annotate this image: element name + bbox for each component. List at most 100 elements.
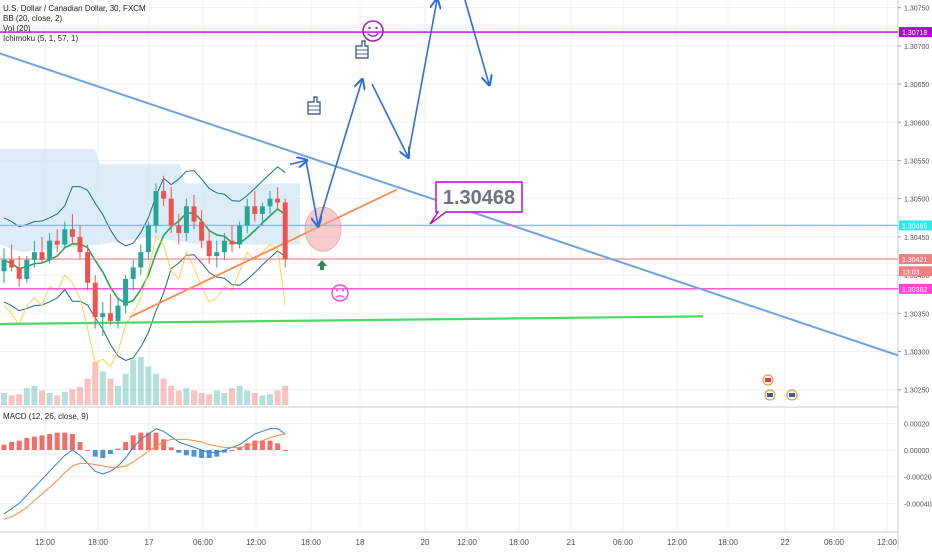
- candle-body-18: [138, 252, 144, 268]
- macd-hist-bar-5: [39, 435, 45, 450]
- legend-bb: BB (20, close, 2): [3, 14, 63, 23]
- macd-hist-bar-32: [244, 443, 250, 450]
- macd-hist-bar-25: [191, 450, 197, 457]
- candle-body-16: [123, 278, 129, 306]
- arrow-up-first: [317, 80, 362, 226]
- candle-body-1: [9, 259, 15, 268]
- signal-line: [3, 433, 286, 520]
- candle-body-3: [24, 259, 30, 279]
- y-tick-label-8: 1.30350: [904, 311, 929, 318]
- macd-hist-bar-18: [138, 432, 144, 450]
- volume-bar-9: [69, 389, 76, 405]
- candle-body-7: [54, 240, 60, 245]
- event-flag-icon-us-2[interactable]: [786, 389, 798, 401]
- candle-body-14: [107, 313, 113, 321]
- price-label-2: 1.30421: [902, 257, 927, 264]
- volume-bar-31: [236, 385, 243, 405]
- candle-body-11: [85, 252, 91, 283]
- price-label-1: 1.30465: [902, 223, 927, 230]
- macd-y-tick-label-3: -0.00040: [904, 501, 932, 508]
- macd-hist-bar-15: [115, 448, 121, 450]
- candle-body-26: [199, 221, 205, 241]
- volume-bar-37: [282, 385, 289, 405]
- y-tick-label-10: 1.30250: [904, 388, 929, 395]
- volume-bar-33: [251, 393, 258, 405]
- volume-bar-30: [229, 388, 235, 405]
- volume-bar-7: [54, 395, 61, 405]
- candle-body-10: [77, 236, 83, 253]
- volume-bar-20: [153, 373, 159, 405]
- candle-body-23: [176, 225, 182, 234]
- highlight-circle: [304, 206, 342, 252]
- candle-body-5: [39, 252, 45, 260]
- x-tick-label-15: 06:00: [824, 538, 845, 547]
- candle-body-12: [92, 282, 98, 318]
- volume-bar-0: [1, 393, 7, 405]
- macd-hist-bar-22: [168, 447, 174, 450]
- x-tick-label-9: 18:00: [509, 538, 530, 547]
- candle-body-25: [191, 206, 197, 222]
- candle-body-19: [145, 225, 151, 253]
- arrow-pullback: [371, 83, 408, 157]
- macd-hist-bar-6: [47, 434, 53, 450]
- volume-bar-24: [183, 388, 190, 405]
- grid: [0, 0, 899, 550]
- macd-y-tick-label-0: 0.00020: [904, 421, 929, 428]
- macd-hist-bar-2: [16, 440, 22, 450]
- event-flag-icon-us[interactable]: [764, 389, 776, 401]
- price-label-box-4: [899, 283, 932, 294]
- x-tick-label-6: 18: [356, 538, 365, 547]
- macd-hist-bar-30: [229, 450, 235, 451]
- macd-hist-bar-23: [176, 450, 182, 453]
- volume-bar-21: [160, 378, 167, 405]
- volume-bar-5: [39, 390, 45, 405]
- macd-legend: MACD (12, 26, close, 9): [3, 412, 89, 421]
- price-label-4: 1.30382: [902, 287, 927, 294]
- volume-bar-1: [8, 395, 15, 405]
- volume-bar-23: [175, 390, 182, 405]
- macd-hist-bar-4: [31, 436, 37, 450]
- x-tick-label-8: 12:00: [457, 538, 478, 547]
- candle-body-37: [282, 202, 288, 260]
- x-tick-label-3: 06:00: [193, 538, 214, 547]
- macd-hist-bar-17: [130, 435, 136, 450]
- x-tick-label-14: 22: [781, 538, 790, 547]
- x-tick-label-16: 12:00: [877, 538, 898, 547]
- macd-y-tick-label-2: -0.00020: [904, 475, 932, 482]
- volume-bar-34: [259, 395, 266, 405]
- legend-symbol: U.S. Dollar / Canadian Dollar, 30, FXCM: [3, 4, 146, 13]
- macd-hist-bar-16: [123, 442, 129, 450]
- macd-hist-bar-7: [54, 432, 60, 450]
- candle-body-0: [1, 259, 7, 272]
- event-flag-icon-ca[interactable]: [762, 374, 774, 386]
- price-label-box-0: [899, 27, 932, 38]
- volume-bar-14: [107, 378, 114, 405]
- candle-body-4: [31, 252, 37, 260]
- candle-body-8: [62, 229, 68, 245]
- volume-bar-10: [77, 387, 83, 405]
- horizontal-levels: [0, 31, 898, 290]
- volume-bar-32: [244, 390, 251, 405]
- macd-hist-bar-9: [69, 434, 75, 450]
- macd-hist-bar-0: [1, 444, 7, 450]
- axes: 1.30750 1.30700 1.30650 1.30600 1.30550 1.305…: [35, 6, 932, 547]
- main-legend: U.S. Dollar / Canadian Dollar, 30, FXCM …: [3, 4, 146, 44]
- candle-body-2: [16, 267, 22, 279]
- y-tick-label-1: 1.30700: [904, 44, 929, 51]
- price-callout[interactable]: 1.30468: [429, 181, 523, 225]
- x-tick-label-13: 18:00: [718, 538, 739, 547]
- x-tick-label-4: 12:00: [246, 538, 267, 547]
- volume-bar-3: [23, 388, 30, 405]
- cloud-area: [0, 149, 300, 253]
- macd-y-tick-label-1: 0.00000: [904, 448, 929, 455]
- price-label-3: 13:03: [902, 269, 920, 276]
- macd-hist-bar-13: [100, 450, 106, 458]
- candle-body-29: [221, 240, 227, 253]
- macd-hist-bar-29: [221, 450, 227, 453]
- candle-body-17: [130, 267, 136, 279]
- volume-bar-22: [168, 385, 175, 405]
- x-tick-label-10: 21: [567, 538, 576, 547]
- macd-hist-bar-21: [161, 439, 167, 450]
